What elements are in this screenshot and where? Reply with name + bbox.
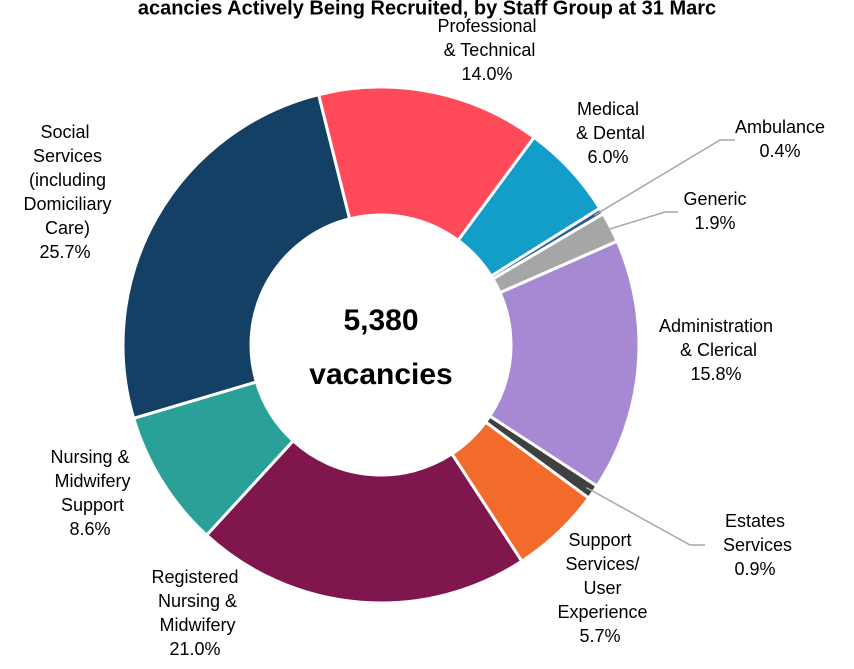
value-label: 14.0% [461,64,512,84]
slice-label: Ambulance [735,117,825,137]
value-label: 0.4% [759,141,800,161]
label-line: & Dental [571,123,645,143]
label-line: Services [718,535,792,555]
label-line: Medical [577,99,639,119]
slice-label: Estates Services [718,511,792,555]
slice [204,438,524,605]
value-label: 21.0% [169,639,220,659]
value-label: 25.7% [39,242,90,262]
label-line: Registered [151,567,238,587]
label-line: Generic [683,189,746,209]
slice-label: Administration & Clerical [659,316,773,360]
total-caption: vacancies [309,358,452,391]
label-line: Experience [552,602,647,622]
slice [121,92,352,421]
slice-label: Registered Nursing & Midwifery [151,567,238,635]
slice-label: Medical & Dental [571,99,645,143]
slice-label: Nursing & Midwifery Support [49,447,130,515]
slice-label: Support Services/ User Experience [552,530,647,622]
label-line: Estates [725,511,785,531]
value-label: 1.9% [694,213,735,233]
label-line: & Clerical [675,340,757,360]
value-label: 15.8% [690,364,741,384]
value-label: 0.9% [734,559,775,579]
label-line: & Technical [439,40,536,60]
value-label: 5.7% [579,626,620,646]
total: 5,380 [343,304,418,337]
slice-label: Social Services (including Domiciliary C… [18,122,111,238]
label-line: Nursing & [153,591,237,611]
label-line: Midwifery [49,471,130,491]
label-line: Administration [659,316,773,336]
label-line: User [578,578,621,598]
label-line: Ambulance [735,117,825,137]
label-line: (including [24,170,106,190]
label-line: Midwifery [154,615,235,635]
label-line: Support [568,530,631,550]
leader-line [585,486,705,546]
label-line: Care) [40,218,90,238]
label-line: Support [56,495,124,515]
chart-title: acancies Actively Being Recruited, by St… [138,0,716,19]
label-line: Services/ [560,554,639,574]
leader-line [594,139,735,216]
slice-label: Generic [683,189,746,209]
slice [487,239,641,489]
value-label: 6.0% [587,147,628,167]
slice-label: Professional & Technical [437,16,536,60]
label-line: Services [28,146,102,166]
label-line: Domiciliary [18,194,111,214]
label-line: Professional [437,16,536,36]
label-line: Social [40,122,89,142]
label-line: Nursing & [50,447,129,467]
leader-line [603,211,678,232]
value-label: 8.6% [69,519,110,539]
